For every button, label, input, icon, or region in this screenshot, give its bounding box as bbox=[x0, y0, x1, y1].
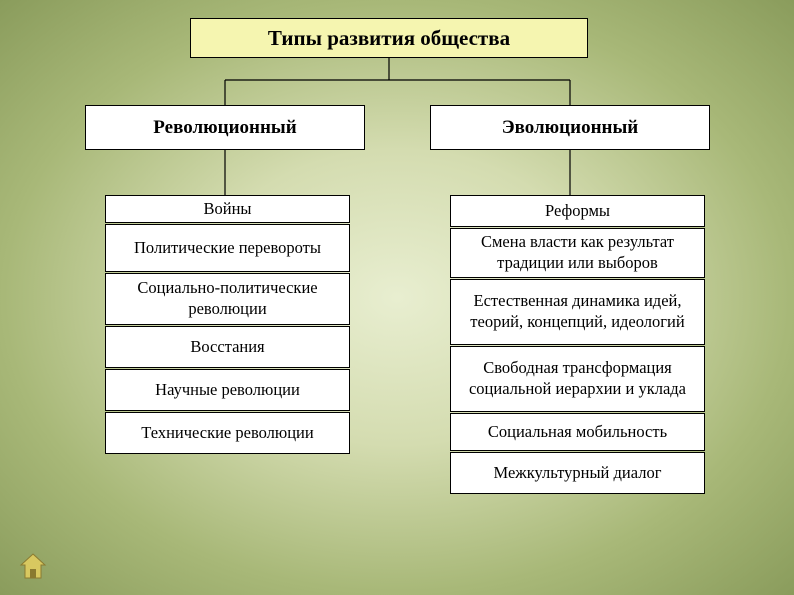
list-item: Межкультурный диалог bbox=[450, 452, 705, 494]
item-text: Социально-политические революции bbox=[112, 278, 343, 319]
list-item: Восстания bbox=[105, 326, 350, 368]
item-text: Политические перевороты bbox=[134, 238, 321, 259]
item-text: Свободная трансформация социальной иерар… bbox=[457, 358, 698, 399]
list-item: Социально-политические революции bbox=[105, 273, 350, 325]
list-item: Свободная трансформация социальной иерар… bbox=[450, 346, 705, 412]
item-text: Естественная динамика идей, теорий, конц… bbox=[457, 291, 698, 332]
list-item: Научные революции bbox=[105, 369, 350, 411]
item-text: Межкультурный диалог bbox=[494, 463, 662, 484]
list-item: Смена власти как результат традиции или … bbox=[450, 228, 705, 278]
title-box: Типы развития общества bbox=[190, 18, 588, 58]
item-text: Социальная мобильность bbox=[488, 422, 667, 443]
list-item: Естественная динамика идей, теорий, конц… bbox=[450, 279, 705, 345]
item-text: Войны bbox=[203, 199, 251, 220]
list-item: Технические революции bbox=[105, 412, 350, 454]
item-text: Восстания bbox=[190, 337, 264, 358]
title-text: Типы развития общества bbox=[268, 26, 510, 51]
branch-evolutionary: Эволюционный bbox=[430, 105, 710, 150]
item-text: Технические революции bbox=[141, 423, 313, 444]
item-text: Реформы bbox=[545, 201, 610, 222]
branch-revolutionary: Революционный bbox=[85, 105, 365, 150]
list-item: Реформы bbox=[450, 195, 705, 227]
list-item: Войны bbox=[105, 195, 350, 223]
list-item: Социальная мобильность bbox=[450, 413, 705, 451]
branch-label: Революционный bbox=[153, 117, 296, 139]
item-text: Смена власти как результат традиции или … bbox=[457, 232, 698, 273]
list-item: Политические перевороты bbox=[105, 224, 350, 272]
home-icon[interactable] bbox=[18, 551, 48, 581]
item-text: Научные революции bbox=[155, 380, 300, 401]
branch-label: Эволюционный bbox=[502, 117, 639, 139]
